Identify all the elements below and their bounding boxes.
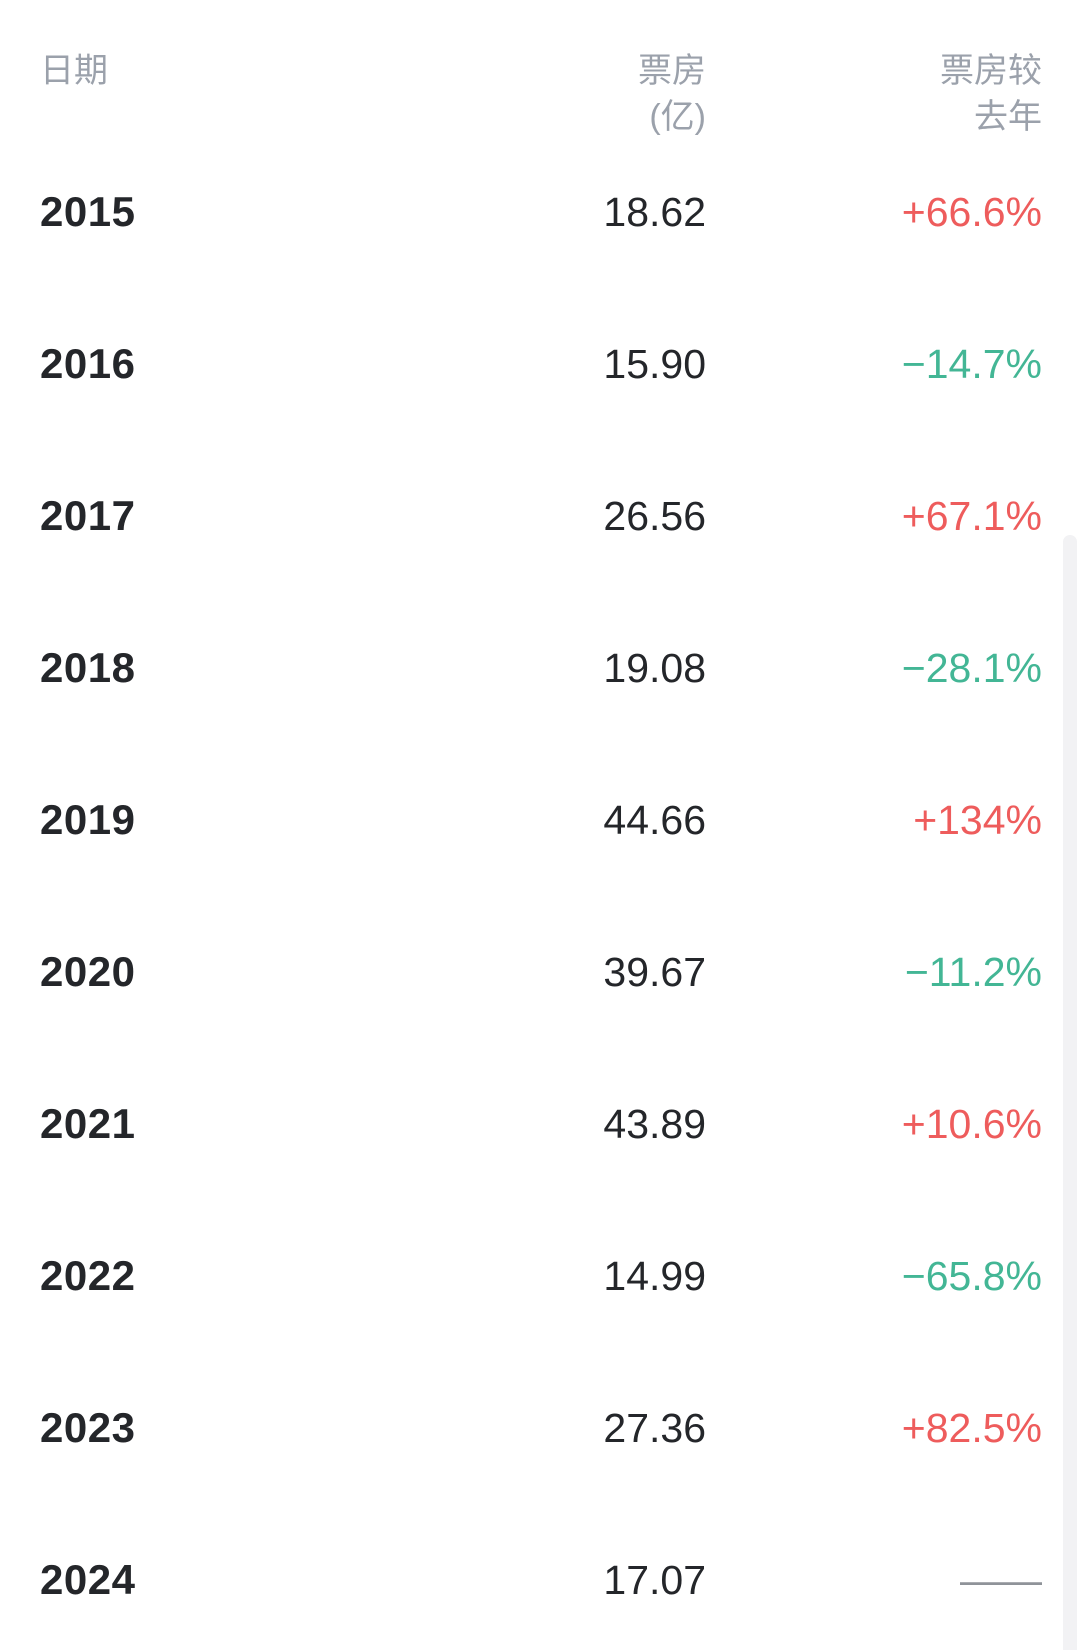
yoy-cell: +67.1% (901, 492, 1042, 539)
table-row-2021[interactable]: 2021 43.89 +10.6% (0, 1048, 1080, 1200)
year-cell: 2017 (40, 492, 136, 539)
header-boxoffice-line1: 票房 (638, 52, 706, 90)
yoy-cell: +66.6% (901, 188, 1042, 235)
yoy-cell: +134% (913, 796, 1042, 843)
header-date: 日期 (40, 52, 108, 90)
table-row-2015[interactable]: 2015 18.62 +66.6% (0, 136, 1080, 288)
year-cell: 2024 (40, 1556, 136, 1603)
boxoffice-cell: 15.90 (603, 340, 706, 387)
boxoffice-cell: 14.99 (603, 1252, 706, 1299)
table-row-2019[interactable]: 2019 44.66 +134% (0, 744, 1080, 896)
boxoffice-cell: 39.67 (603, 948, 706, 995)
yoy-cell: −65.8% (901, 1252, 1042, 1299)
yoy-cell: —— (960, 1556, 1042, 1603)
year-cell: 2019 (40, 796, 136, 843)
year-cell: 2015 (40, 188, 136, 235)
yoy-cell: +82.5% (901, 1404, 1042, 1451)
yoy-cell: −11.2% (904, 948, 1042, 995)
header-yoy: 票房较 去年 (706, 48, 1042, 140)
table-row-2016[interactable]: 2016 15.90 −14.7% (0, 288, 1080, 440)
year-cell: 2022 (40, 1252, 136, 1299)
yoy-cell: +10.6% (901, 1100, 1042, 1147)
boxoffice-cell: 18.62 (603, 188, 706, 235)
header-boxoffice-line2: (亿) (649, 98, 706, 136)
year-cell: 2020 (40, 948, 136, 995)
boxoffice-cell: 44.66 (603, 796, 706, 843)
header-boxoffice: 票房 (亿) (340, 48, 706, 140)
yoy-cell: −28.1% (901, 644, 1042, 691)
yoy-cell: −14.7% (901, 340, 1042, 387)
year-cell: 2023 (40, 1404, 136, 1451)
table-row-2022[interactable]: 2022 14.99 −65.8% (0, 1200, 1080, 1352)
boxoffice-cell: 26.56 (603, 492, 706, 539)
boxoffice-cell: 27.36 (603, 1404, 706, 1451)
table-header: 日期 票房 (亿) 票房较 去年 (0, 0, 1080, 140)
table-row-2020[interactable]: 2020 39.67 −11.2% (0, 896, 1080, 1048)
table-row-2017[interactable]: 2017 26.56 +67.1% (0, 440, 1080, 592)
scrollbar[interactable] (1063, 535, 1077, 1650)
table-row-2023[interactable]: 2023 27.36 +82.5% (0, 1352, 1080, 1504)
year-cell: 2021 (40, 1100, 136, 1147)
header-yoy-line1: 票房较 (940, 52, 1042, 90)
boxoffice-cell: 17.07 (603, 1556, 706, 1603)
year-cell: 2018 (40, 644, 136, 691)
year-cell: 2016 (40, 340, 136, 387)
table-row-2018[interactable]: 2018 19.08 −28.1% (0, 592, 1080, 744)
header-yoy-line2: 去年 (974, 98, 1042, 136)
table-body: 2015 18.62 +66.6% 2016 15.90 −14.7% 2017… (0, 136, 1080, 1650)
boxoffice-cell: 19.08 (603, 644, 706, 691)
table-row-2024[interactable]: 2024 17.07 —— (0, 1504, 1080, 1650)
boxoffice-cell: 43.89 (603, 1100, 706, 1147)
